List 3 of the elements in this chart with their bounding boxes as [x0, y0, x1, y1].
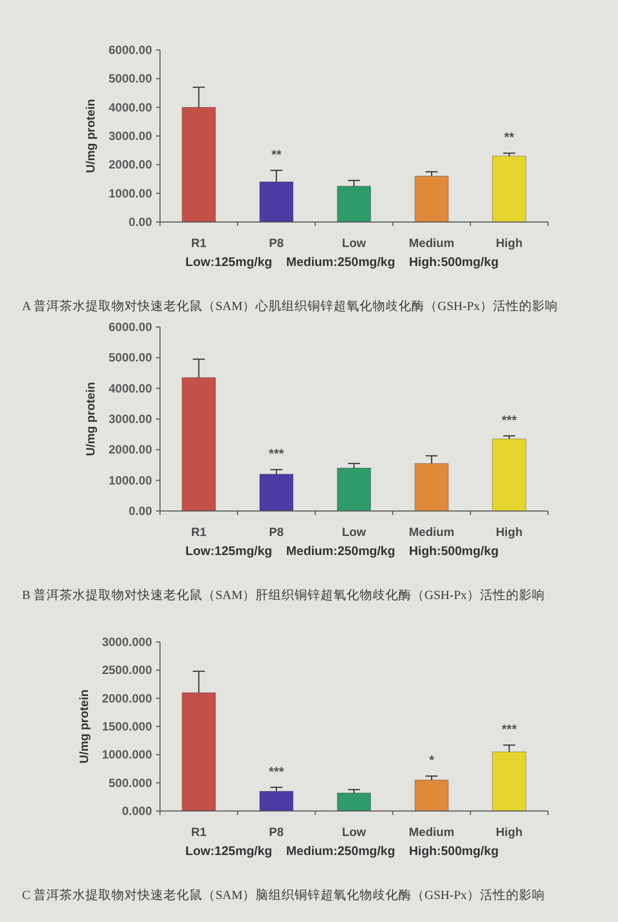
caption: B 普洱茶水提取物对快速老化鼠（SAM）肝组织铜锌超氧化物歧化酶（GSH-Px）活性的影响 [22, 588, 545, 602]
caption: A 普洱茶水提取物对快速老化鼠（SAM）心肌组织铜锌超氧化物歧化酶（GSH-Px）活性的影响 [22, 299, 558, 313]
caption: C 普洱茶水提取物对快速老化鼠（SAM）脑组织铜锌超氧化物歧化酶（GSH-Px）活性的影响 [22, 888, 545, 902]
